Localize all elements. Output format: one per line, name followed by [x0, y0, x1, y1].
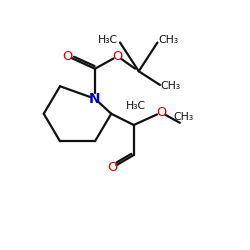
Text: O: O: [112, 50, 122, 63]
Text: CH₃: CH₃: [158, 35, 178, 45]
Text: H₃C: H₃C: [98, 35, 118, 45]
Text: O: O: [108, 161, 118, 174]
Text: CH₃: CH₃: [160, 81, 180, 91]
Text: CH₃: CH₃: [174, 112, 194, 122]
Text: O: O: [62, 50, 72, 63]
Text: H₃C: H₃C: [126, 101, 146, 111]
Text: N: N: [89, 92, 101, 106]
Text: O: O: [156, 106, 166, 119]
